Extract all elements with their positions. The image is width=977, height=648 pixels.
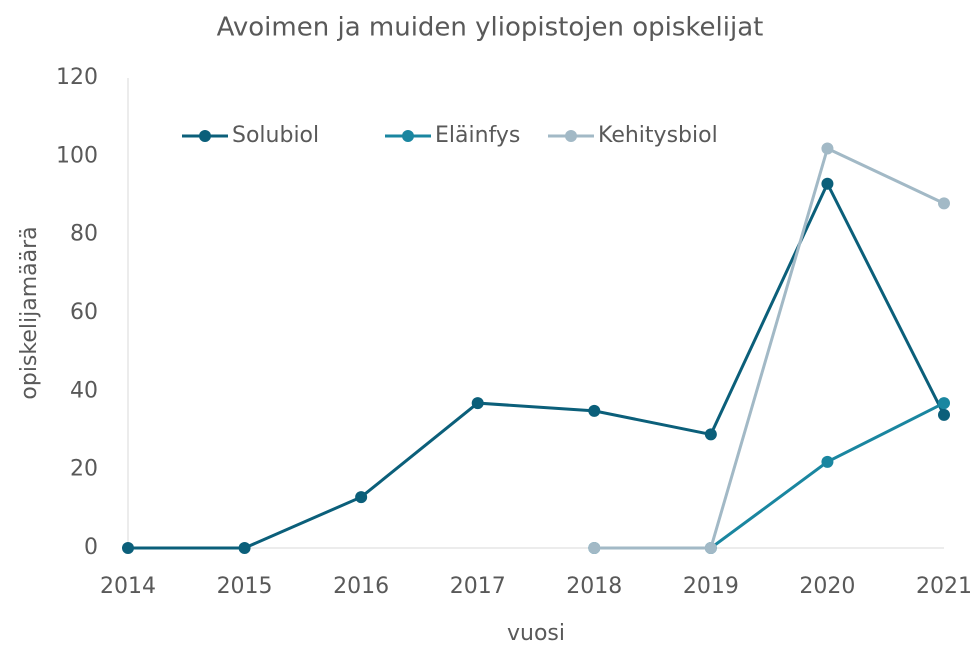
x-tick-label: 2017 xyxy=(450,574,506,599)
data-point xyxy=(704,542,717,554)
x-tick-label: 2020 xyxy=(799,574,855,599)
y-tick-label: 100 xyxy=(56,143,98,168)
x-tick-label: 2015 xyxy=(217,574,273,599)
data-point xyxy=(821,177,834,190)
legend-label: Solubiol xyxy=(232,123,319,148)
data-point xyxy=(122,542,134,554)
data-point xyxy=(471,397,484,410)
legend-marker xyxy=(565,130,577,142)
data-point xyxy=(938,408,950,421)
y-tick-label: 20 xyxy=(70,457,98,482)
x-tick-label: 2016 xyxy=(333,574,389,599)
x-axis-label: vuosi xyxy=(507,621,565,646)
data-point xyxy=(821,142,834,155)
legend-label: Kehitysbiol xyxy=(598,123,718,148)
x-tick-label: 2018 xyxy=(566,574,622,599)
y-axis-label: opiskelijamäärä xyxy=(17,226,42,399)
y-tick-label: 60 xyxy=(70,300,98,325)
data-point xyxy=(238,542,251,554)
data-point xyxy=(821,455,834,468)
data-point xyxy=(938,397,950,410)
series-line xyxy=(594,401,945,550)
data-point xyxy=(938,197,950,210)
legend-marker xyxy=(402,130,414,142)
y-tick-label: 120 xyxy=(56,65,98,90)
data-point xyxy=(704,428,717,441)
data-point xyxy=(588,542,601,554)
y-tick-label: 0 xyxy=(84,535,98,560)
x-tick-label: 2021 xyxy=(916,574,972,599)
x-tick-label: 2014 xyxy=(100,574,156,599)
chart-title: Avoimen ja muiden yliopistojen opiskelij… xyxy=(217,13,764,43)
legend-label: Eläinfys xyxy=(435,123,520,148)
y-tick-label: 80 xyxy=(70,222,98,247)
data-point xyxy=(588,404,601,417)
data-point xyxy=(355,491,368,504)
x-tick-label: 2019 xyxy=(683,574,739,599)
legend-marker xyxy=(199,130,211,142)
series-line xyxy=(594,146,945,550)
y-tick-label: 40 xyxy=(70,378,98,403)
series-line xyxy=(128,180,946,550)
